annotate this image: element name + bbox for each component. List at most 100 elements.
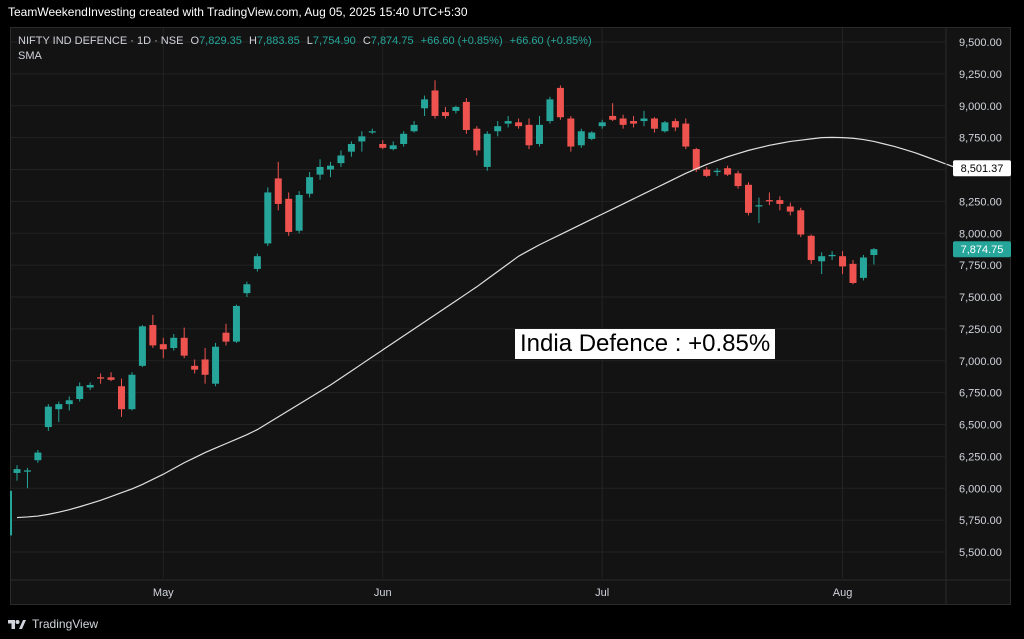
sma-price-tag-bg <box>953 160 1011 177</box>
candle-body <box>745 184 752 213</box>
candle-body <box>138 326 146 366</box>
candle-body <box>170 337 178 348</box>
x-axis-tick-label: Jun <box>374 587 392 599</box>
legend-close-label: C <box>362 35 371 47</box>
legend-open-label: O <box>190 35 200 47</box>
candle-body <box>285 198 293 232</box>
candle-body <box>640 118 648 122</box>
candle-body <box>755 205 763 207</box>
sma-price-tag-text: 8,501.37 <box>961 163 1004 175</box>
legend-symbol[interactable]: NIFTY IND DEFENCE · 1D · NSE <box>18 35 184 47</box>
tradingview-logo-icon <box>8 620 26 629</box>
candle-body <box>34 452 42 461</box>
candle-body <box>306 177 314 194</box>
candle <box>650 117 658 133</box>
y-axis-tick-label: 9,000.00 <box>959 101 1002 113</box>
candle <box>379 140 387 150</box>
chart-legend: NIFTY IND DEFENCE · 1D · NSE O7,829.35 H… <box>18 34 592 64</box>
legend-low-value: 7,754.90 <box>312 35 356 47</box>
y-axis-tick-label: 6,250.00 <box>959 451 1002 463</box>
grid-lines <box>11 28 945 578</box>
candle-body <box>473 128 481 151</box>
candle <box>274 161 282 211</box>
candle-body <box>400 133 408 144</box>
candle <box>577 128 585 148</box>
candle-body <box>441 112 449 116</box>
candle <box>410 121 418 133</box>
y-axis-tick-label: 7,750.00 <box>959 260 1002 272</box>
price-tags-group: 8,501.37 7,874.75 <box>953 160 1011 258</box>
y-axis-tick-label: 6,750.00 <box>959 388 1002 400</box>
candle-body <box>159 344 167 350</box>
candle-body <box>13 469 21 473</box>
axis-group: 5,500.00 5,750.00 6,000.00 6,250.00 6,500.00… <box>10 28 1010 604</box>
candle <box>23 467 31 489</box>
y-axis-tick-label: 9,500.00 <box>959 37 1002 49</box>
candle-body <box>588 132 596 139</box>
candle <box>682 118 690 150</box>
candle-body <box>525 124 533 146</box>
candle-body <box>703 169 711 176</box>
candle <box>703 166 711 178</box>
candle <box>849 260 857 285</box>
candle-body <box>128 374 136 410</box>
candle <box>159 337 167 359</box>
candle-body <box>797 210 805 235</box>
sma-line-group <box>16 136 958 519</box>
chart-panel[interactable] <box>10 27 1011 605</box>
candle <box>65 396 73 411</box>
candle <box>870 248 878 265</box>
candle <box>567 115 575 152</box>
candle <box>253 253 261 272</box>
candle-body <box>776 200 784 204</box>
last-price-tag-text: 7,874.75 <box>961 244 1004 256</box>
candle <box>619 114 627 129</box>
candle <box>128 372 136 411</box>
candle-body <box>682 123 690 147</box>
y-axis-tick-label: 7,500.00 <box>959 292 1002 304</box>
candle-body <box>232 305 240 342</box>
candle-body <box>347 144 355 152</box>
candle-body <box>724 168 732 175</box>
candle <box>630 115 638 128</box>
candle-body <box>828 254 836 257</box>
candle <box>201 348 209 384</box>
candle <box>107 372 115 382</box>
candle-body <box>452 107 460 111</box>
candle-body <box>598 122 606 127</box>
footer-brand: TradingView <box>8 614 98 634</box>
candle-body <box>86 384 94 388</box>
candle-body <box>243 284 251 294</box>
x-axis-tick-label: Aug <box>833 587 853 599</box>
candle <box>536 115 543 147</box>
candle-body <box>107 377 115 380</box>
candle <box>818 252 826 275</box>
candle <box>671 118 679 132</box>
candle-body <box>337 155 345 164</box>
legend-high-value: 7,883.85 <box>256 35 300 47</box>
candle <box>525 118 533 150</box>
legend-change-secondary: +66.60 (+0.85%) <box>509 35 592 47</box>
candle-body <box>97 377 105 379</box>
candle <box>55 401 63 422</box>
y-axis-tick-label: 9,250.00 <box>959 69 1002 81</box>
candle-body <box>368 131 376 133</box>
candle <box>295 191 303 234</box>
candle <box>661 121 669 133</box>
candle <box>316 159 324 180</box>
candle <box>546 96 554 124</box>
candles-group <box>10 80 878 536</box>
footer-brand-text: TradingView <box>32 617 99 631</box>
candle-body <box>849 263 857 283</box>
candle-body <box>431 90 439 116</box>
candle <box>765 192 773 206</box>
candle <box>452 105 460 114</box>
legend-indicator-sma[interactable]: SMA <box>18 50 42 62</box>
candle <box>504 115 512 128</box>
y-axis-tick-label: 5,500.00 <box>959 547 1002 559</box>
candle-body <box>44 406 52 428</box>
candle <box>807 234 815 264</box>
candle <box>755 197 763 224</box>
candle-body <box>870 249 878 256</box>
